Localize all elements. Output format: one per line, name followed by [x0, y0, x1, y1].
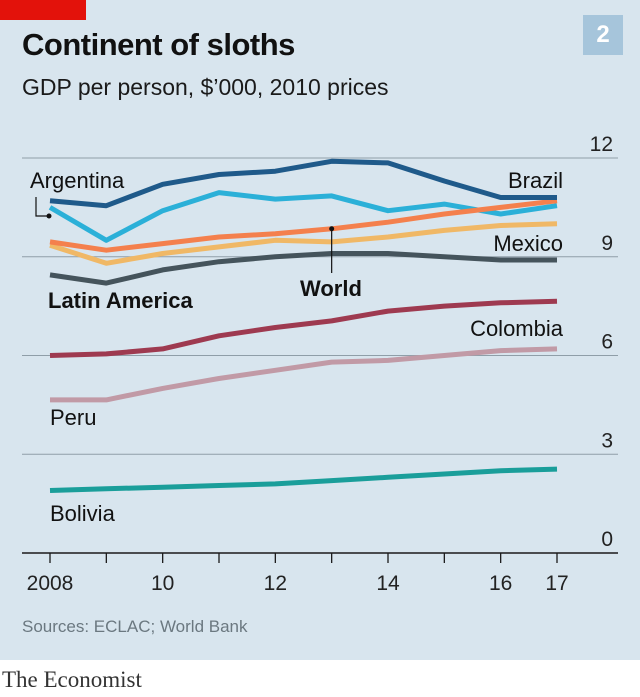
x-axis: 2008 10 12 14 16 17	[27, 553, 569, 595]
series-line-bolivia	[49, 466, 558, 493]
y-tick-label: 0	[601, 528, 613, 551]
x-tick-label: 2008	[27, 572, 74, 595]
y-axis-tick-labels: 0 3 6 9 12	[590, 133, 613, 551]
x-tick-label: 10	[151, 572, 174, 595]
series-lines	[48, 158, 558, 493]
label-world: World	[300, 276, 362, 301]
series-line-brazil	[49, 158, 557, 209]
gridlines	[22, 157, 618, 554]
y-tick-label: 12	[590, 133, 613, 156]
leader-dot-world	[329, 226, 335, 232]
label-leader-lines	[35, 197, 335, 273]
leader-argentina	[35, 197, 48, 217]
x-tick-label: 17	[545, 572, 568, 595]
label-colombia: Colombia	[470, 316, 564, 341]
chart-subtitle: GDP per person, $’000, 2010 prices	[22, 74, 389, 100]
label-bolivia: Bolivia	[50, 501, 116, 526]
leader-dot-argentina	[46, 213, 52, 219]
series-line-latin-america	[49, 251, 557, 286]
series-labels: Brazil Argentina World Mexico Latin Amer…	[30, 168, 564, 526]
label-latin-america: Latin America	[48, 288, 193, 313]
label-argentina: Argentina	[30, 168, 125, 193]
brand-tag	[0, 0, 86, 20]
series-line-peru	[50, 346, 558, 403]
chart-number-badge: 2	[583, 15, 623, 55]
x-tick-label: 14	[376, 572, 400, 595]
y-tick-label: 3	[601, 429, 613, 452]
label-mexico: Mexico	[493, 231, 563, 256]
y-tick-label: 6	[601, 331, 613, 354]
series-line-world	[49, 198, 558, 253]
x-tick-label: 16	[489, 572, 512, 595]
line-chart: 0 3 6 9 12 2008 10 12 14 16 17 Brazil Argentina W…	[22, 133, 618, 595]
series-line-colombia	[49, 298, 558, 358]
x-tick-label: 12	[264, 572, 287, 595]
publisher-logo: The Economist	[2, 667, 142, 692]
source-note: Sources: ECLAC; World Bank	[22, 617, 248, 636]
series-line-mexico	[49, 221, 558, 266]
label-peru: Peru	[50, 405, 96, 430]
label-brazil: Brazil	[508, 168, 563, 193]
chart-title: Continent of sloths	[22, 27, 295, 62]
y-tick-label: 9	[601, 232, 613, 255]
chart-panel	[0, 0, 640, 660]
